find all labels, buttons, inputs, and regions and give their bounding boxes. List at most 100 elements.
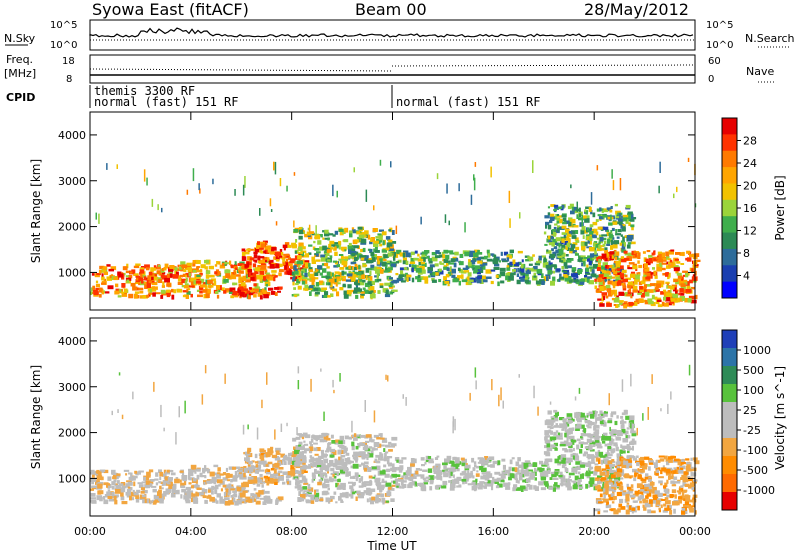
echo-cell (298, 263, 302, 266)
echo-cell (295, 455, 300, 459)
echo-cell (586, 415, 589, 418)
echo-cell (371, 254, 376, 259)
echo-cell (400, 481, 404, 486)
echo-cell (535, 280, 542, 285)
echo-streak (163, 427, 165, 432)
echo-cell (443, 266, 449, 270)
echo-cell (595, 451, 600, 455)
echo-cell (587, 258, 592, 262)
echo-cell (258, 479, 262, 483)
echo-cell (251, 479, 258, 484)
echo-cell (304, 272, 308, 278)
echo-streak (242, 424, 245, 435)
echo-cell (514, 467, 518, 473)
echo-cell (460, 274, 464, 279)
echo-cell (428, 475, 435, 480)
echo-cell (246, 458, 250, 463)
echo-cell (597, 475, 603, 478)
echo-cell (263, 475, 269, 479)
power-tick-label: 20 (743, 180, 757, 193)
echo-cell (295, 466, 301, 469)
echo-cell (327, 443, 330, 448)
echo-cell (608, 488, 614, 492)
echo-cell (377, 466, 381, 470)
echo-cell (603, 296, 606, 301)
echo-cell (373, 442, 380, 447)
echo-cell (485, 269, 492, 274)
echo-cell (257, 492, 260, 498)
echo-cell (383, 456, 387, 462)
echo-cell (684, 297, 687, 301)
echo-cell (533, 266, 538, 270)
echo-cell (665, 272, 669, 277)
echo-cell (571, 270, 576, 273)
echo-cell (184, 480, 187, 486)
echo-streak (192, 168, 195, 182)
echo-cell (595, 231, 599, 236)
echo-cell (571, 418, 575, 422)
echo-cell (627, 253, 631, 258)
echo-cell (633, 250, 636, 255)
echo-streak (333, 389, 335, 394)
echo-cell (663, 485, 667, 489)
echo-cell (603, 488, 606, 493)
echo-cell (427, 266, 433, 271)
echo-cell (674, 481, 681, 484)
echo-cell (331, 440, 336, 444)
echo-cell (568, 475, 571, 478)
echo-cell (464, 481, 468, 484)
echo-cell (372, 228, 378, 232)
echo-cell (486, 458, 490, 463)
echo-cell (608, 469, 615, 475)
echo-cell (359, 442, 363, 446)
echo-cell (307, 487, 314, 492)
echo-cell (112, 472, 118, 475)
echo-cell (598, 216, 604, 220)
echo-cell (603, 483, 610, 488)
x-tick-label: 04:00 (175, 525, 207, 538)
echo-cell (337, 444, 343, 448)
echo-cell (435, 250, 440, 254)
echo-cell (469, 254, 474, 258)
echo-cell (279, 263, 282, 267)
echo-cell (180, 482, 185, 488)
echo-cell (137, 471, 141, 475)
echo-cell (589, 471, 594, 474)
echo-cell (649, 283, 656, 287)
echo-cell (245, 496, 251, 501)
echo-cell (643, 263, 648, 268)
echo-cell (369, 479, 372, 485)
power-ylabel: Slant Range [km] (29, 159, 43, 263)
echo-cell (685, 289, 692, 293)
echo-streak (596, 165, 599, 171)
echo-cell (553, 425, 560, 428)
echo-cell (678, 487, 684, 493)
echo-cell (355, 290, 360, 294)
echo-cell (323, 295, 328, 298)
echo-cell (583, 430, 586, 434)
echo-cell (263, 462, 266, 467)
echo-cell (503, 482, 509, 487)
freq-panel: Freq. [MHz] 18 8 60 0 Nave (4, 53, 776, 85)
echo-cell (552, 229, 556, 232)
echo-cell (95, 480, 100, 485)
echo-cell (662, 465, 665, 470)
echo-cell (463, 270, 470, 273)
echo-streak (500, 387, 502, 401)
echo-cell (459, 253, 464, 258)
echo-cell (265, 478, 269, 483)
echo-cell (654, 275, 658, 279)
echo-streak (98, 213, 100, 224)
echo-cell (554, 411, 559, 416)
echo-cell (274, 275, 278, 278)
echo-cell (659, 458, 665, 462)
echo-cell (358, 464, 362, 467)
echo-cell (488, 482, 494, 485)
echo-cell (627, 290, 632, 295)
echo-streak (509, 218, 511, 228)
echo-cell (155, 482, 159, 486)
echo-cell (594, 438, 600, 443)
echo-streak (660, 408, 662, 412)
echo-cell (348, 460, 354, 464)
echo-cell (575, 240, 580, 243)
